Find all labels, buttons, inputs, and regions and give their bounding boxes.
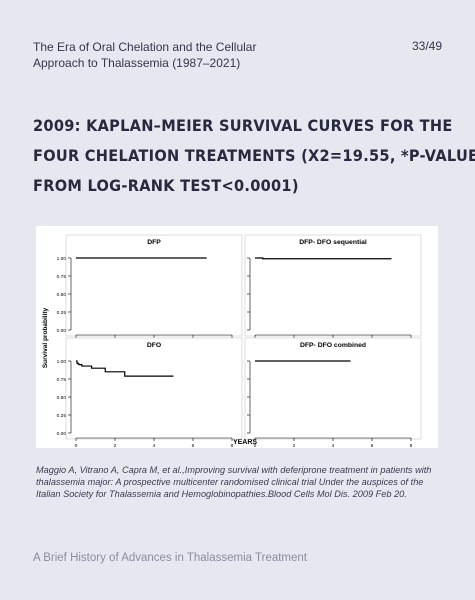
survival-curve (76, 360, 174, 377)
km-panel-2: DFP- DFO sequential (244, 234, 422, 338)
y-tick-label: 0.50 (57, 395, 67, 401)
kaplan-meier-figure: Survival probability YEARS DFP 0.00 0.25 0.… (36, 226, 438, 448)
x-tick-label: 4 (332, 443, 335, 448)
x-axis-label: YEARS (233, 439, 257, 446)
y-tick-label: 0.75 (57, 274, 67, 280)
panel-title: DFP- DFO sequential (299, 239, 367, 246)
page-number: 33/49 (411, 39, 442, 53)
x-tick-label: 0 (75, 443, 78, 448)
x-tick-label: 8 (410, 443, 413, 448)
x-tick-label: 8 (231, 443, 234, 448)
y-tick-label: 0.00 (57, 431, 67, 437)
y-axis-label: Survival probability (42, 307, 49, 368)
slide-title-line-3: FROM LOG-RANK TEST<0.0001) (33, 176, 299, 195)
y-tick-label: 0.00 (57, 328, 67, 334)
deck-title-line-2: Approach to Thalassemia (1987–2021) (33, 56, 241, 70)
y-tick-label: 0.50 (57, 292, 67, 298)
citation: Maggio A, Vitrano A, Capra M, et al.,Imp… (36, 464, 446, 500)
slide-title-line-2: FOUR CHELATION TREATMENTS (X2=19.55, *P-… (33, 146, 475, 165)
x-tick-label: 2 (114, 443, 117, 448)
y-tick-label: 1.00 (57, 359, 67, 365)
x-tick-label: 4 (153, 443, 156, 448)
y-tick-label: 0.75 (57, 377, 67, 383)
y-tick-label: 0.25 (57, 413, 67, 419)
footer-text: A Brief History of Advances in Thalassem… (33, 552, 307, 564)
x-tick-label: 0 (254, 443, 257, 448)
x-tick-label: 2 (293, 443, 296, 448)
x-tick-label: 6 (371, 443, 374, 448)
slide-title: 2009: KAPLAN–MEIER SURVIVAL CURVES FOR T… (33, 111, 475, 201)
slide-title-line-1: 2009: KAPLAN–MEIER SURVIVAL CURVES FOR T… (33, 116, 453, 135)
km-panel-4: DFP- DFO combined 0 2 4 6 8 (244, 337, 422, 448)
panel-frame (65, 234, 243, 337)
deck-title: The Era of Oral Chelation and the Cellul… (33, 39, 353, 71)
panel-frame (244, 337, 422, 440)
panel-frame (65, 337, 243, 440)
km-panel-1: DFP 0.00 0.25 0.50 0.75 1.00 (57, 234, 243, 338)
panel-title: DFP- DFO combined (300, 342, 366, 349)
y-tick-label: 0.25 (57, 310, 67, 316)
survival-curve (255, 257, 392, 260)
citation-line-3: Italian Society for Thalassemia and Hemo… (36, 489, 407, 499)
panel-title: DFP (147, 239, 161, 246)
kaplan-meier-chart: Survival probability YEARS DFP 0.00 0.25 0.… (42, 234, 422, 448)
panel-frame (244, 234, 422, 337)
citation-line-2: thalassemia major: A prospective multice… (36, 477, 424, 487)
panel-title: DFO (147, 342, 161, 349)
y-tick-label: 1.00 (57, 256, 67, 262)
citation-line-1: Maggio A, Vitrano A, Capra M, et al.,Imp… (36, 465, 432, 475)
deck-title-line-1: The Era of Oral Chelation and the Cellul… (33, 40, 257, 54)
km-panel-3: DFO 0.00 0.25 0.50 0.75 1.00 0 2 4 6 8 (57, 337, 243, 448)
x-tick-label: 6 (192, 443, 195, 448)
